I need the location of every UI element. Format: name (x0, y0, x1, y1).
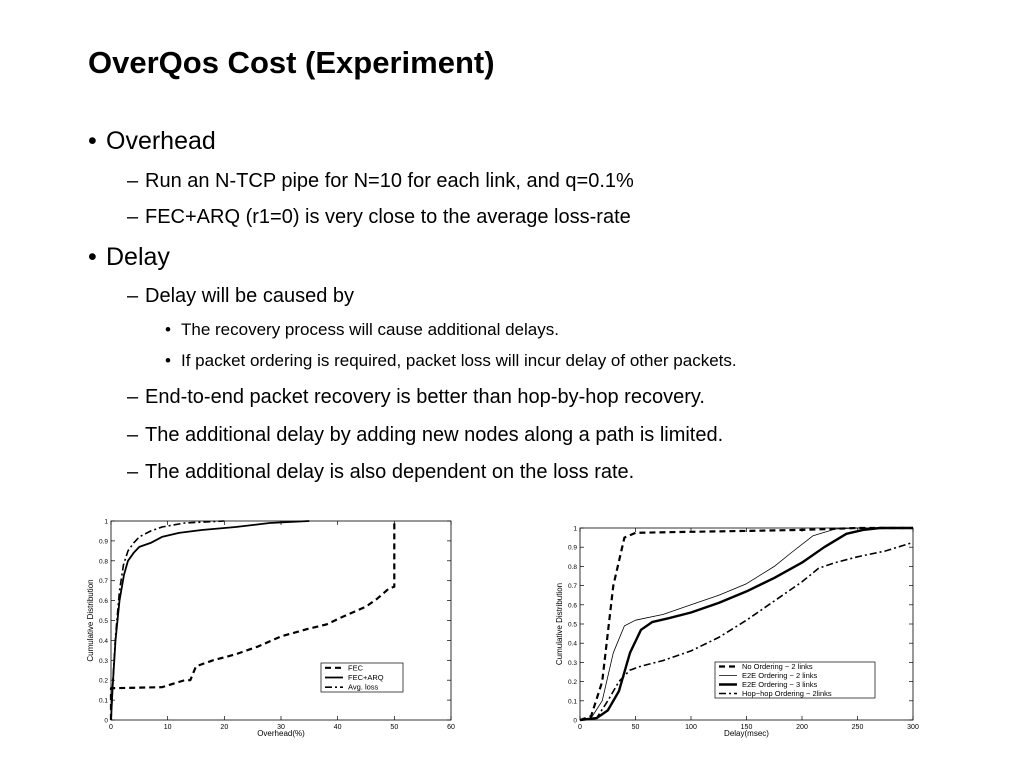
legend-label: FEC+ARQ (348, 673, 384, 682)
bullet-delay-3: – The additional delay by adding new node… (127, 423, 723, 447)
x-tick-label: 60 (447, 724, 455, 731)
x-axis-label: Overhead(%) (257, 729, 305, 738)
series-line (110, 520, 225, 721)
y-tick-label: 0.4 (99, 638, 108, 645)
bullet-text: Run an N-TCP pipe for N=10 for each link… (145, 170, 634, 192)
legend-label: Hop−hop Ordering − 2links (742, 689, 832, 698)
bullet-marker: • (88, 127, 97, 155)
bullet-delay-1: – Delay will be caused by (127, 284, 354, 308)
bullet-marker: – (127, 424, 139, 446)
y-tick-label: 1 (573, 526, 577, 533)
y-tick-label: 0.6 (99, 598, 108, 605)
y-tick-label: 0.3 (568, 660, 577, 667)
bullet-delay-1b: • If packet ordering is required, packet … (165, 351, 737, 371)
x-tick-label: 20 (220, 724, 228, 731)
bullet-marker: • (88, 243, 97, 271)
y-tick-label: 0.8 (568, 564, 577, 571)
y-tick-label: 1 (104, 519, 108, 526)
bullet-text: Delay will be caused by (145, 285, 354, 307)
series-line (579, 526, 913, 722)
x-tick-label: 40 (334, 724, 342, 731)
y-tick-label: 0.7 (568, 583, 577, 590)
bullet-marker: – (127, 285, 139, 307)
y-tick-label: 0.9 (568, 545, 577, 552)
y-tick-label: 0.5 (99, 618, 108, 625)
bullet-delay-4: – The additional delay is also dependent … (127, 460, 634, 484)
x-tick-label: 0 (109, 724, 113, 731)
bullet-text: End-to-end packet recovery is better tha… (145, 386, 705, 408)
x-tick-label: 250 (852, 724, 864, 731)
y-tick-label: 0.9 (99, 538, 108, 545)
bullet-text: The additional delay by adding new nodes… (145, 424, 724, 446)
y-tick-label: 0.2 (568, 679, 577, 686)
y-tick-label: 0.4 (568, 641, 577, 648)
bullet-text: The additional delay is also dependent o… (145, 461, 635, 483)
y-tick-label: 0 (573, 718, 577, 725)
y-tick-label: 0.1 (99, 698, 108, 705)
bullet-text: If packet ordering is required, packet l… (181, 351, 737, 370)
series-line (579, 527, 913, 721)
y-axis-label: Cumulative Distribution (86, 579, 95, 661)
series-line (109, 521, 396, 720)
bullet-marker: • (165, 320, 171, 339)
x-tick-label: 10 (164, 724, 172, 731)
y-tick-label: 0.8 (99, 558, 108, 565)
bullet-text: Delay (106, 243, 170, 271)
x-tick-label: 150 (741, 724, 753, 731)
y-axis-label: Cumulative Distribution (555, 583, 564, 665)
bullet-text: FEC+ARQ (r1=0) is very close to the aver… (145, 206, 631, 228)
bullet-overhead-1: – Run an N-TCP pipe for N=10 for each lin… (127, 169, 634, 193)
bullet-overhead: • Overhead (88, 126, 216, 156)
series-line (579, 541, 914, 721)
legend-label: Avg. loss (348, 683, 379, 692)
bullet-text: Overhead (106, 127, 216, 155)
slide-title: OverQos Cost (Experiment) (88, 45, 495, 80)
bullet-marker: – (127, 461, 139, 483)
y-tick-label: 0.6 (568, 602, 577, 609)
x-tick-label: 50 (632, 724, 640, 731)
y-tick-label: 0.5 (568, 622, 577, 629)
x-axis-label: Delay(msec) (724, 729, 769, 738)
y-tick-label: 0.3 (99, 658, 108, 665)
x-tick-label: 300 (907, 724, 919, 731)
bullet-text: The recovery process will cause addition… (181, 320, 559, 339)
series-line (579, 526, 913, 722)
bullet-delay: • Delay (88, 242, 170, 272)
legend-label: No Ordering − 2 links (742, 662, 813, 671)
legend-box (714, 661, 876, 699)
x-tick-label: 30 (277, 724, 285, 731)
x-tick-label: 100 (685, 724, 697, 731)
bullet-marker: – (127, 206, 139, 228)
bullet-delay-2: – End-to-end packet recovery is better th… (127, 385, 705, 409)
y-tick-label: 0.7 (99, 578, 108, 585)
y-tick-label: 0.1 (568, 698, 577, 705)
y-tick-label: 0 (104, 718, 108, 725)
x-tick-label: 200 (796, 724, 808, 731)
bullet-marker: – (127, 170, 139, 192)
bullet-delay-1a: • The recovery process will cause additio… (165, 320, 559, 340)
y-tick-label: 0.2 (99, 678, 108, 685)
x-tick-label: 0 (578, 724, 582, 731)
bullet-marker: • (165, 351, 171, 370)
bullet-overhead-2: – FEC+ARQ (r1=0) is very close to the ave… (127, 205, 631, 229)
x-tick-label: 50 (390, 724, 398, 731)
legend-label: FEC (348, 663, 364, 672)
legend-label: E2E Ordering − 2 links (742, 671, 817, 680)
legend-label: E2E Ordering − 3 links (742, 680, 817, 689)
bullet-marker: – (127, 386, 139, 408)
